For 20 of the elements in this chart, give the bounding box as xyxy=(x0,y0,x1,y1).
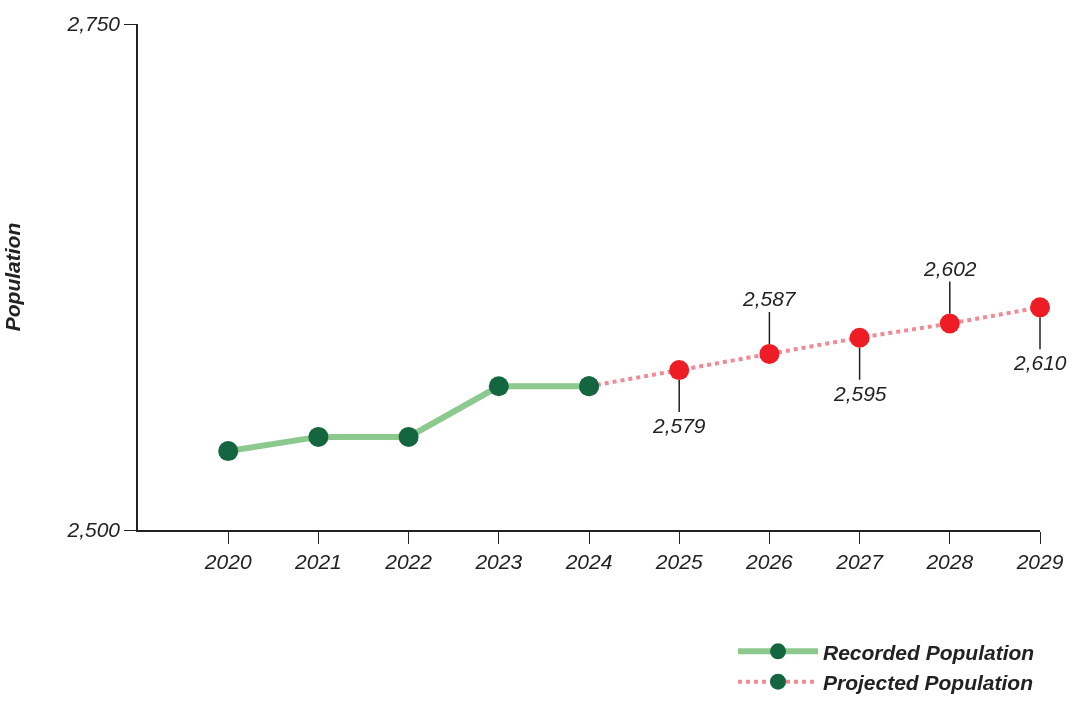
data-label: 2,579 xyxy=(652,414,706,437)
y-tick-label: 2,500 xyxy=(66,518,121,542)
data-label: 2,595 xyxy=(833,382,887,405)
x-tick-label: 2020 xyxy=(203,549,252,573)
x-tick-label: 2024 xyxy=(564,549,613,573)
legend-label: Recorded Population xyxy=(823,640,1035,664)
y-axis-title: Population xyxy=(1,222,25,332)
x-tick-label: 2029 xyxy=(1015,549,1064,573)
x-tick-label: 2022 xyxy=(384,549,433,573)
x-tick-label: 2021 xyxy=(294,549,342,573)
x-tick-label: 2028 xyxy=(925,549,974,573)
data-label: 2,610 xyxy=(1013,351,1067,374)
x-tick-label: 2027 xyxy=(835,549,885,573)
data-label: 2,587 xyxy=(742,287,797,310)
legend-label: Projected Population xyxy=(823,670,1034,694)
y-tick-label: 2,750 xyxy=(66,12,121,36)
data-label: 2,602 xyxy=(923,257,977,280)
x-tick-label: 2026 xyxy=(745,549,794,573)
x-tick-label: 2025 xyxy=(654,549,703,573)
x-tick-label: 2023 xyxy=(474,549,523,573)
